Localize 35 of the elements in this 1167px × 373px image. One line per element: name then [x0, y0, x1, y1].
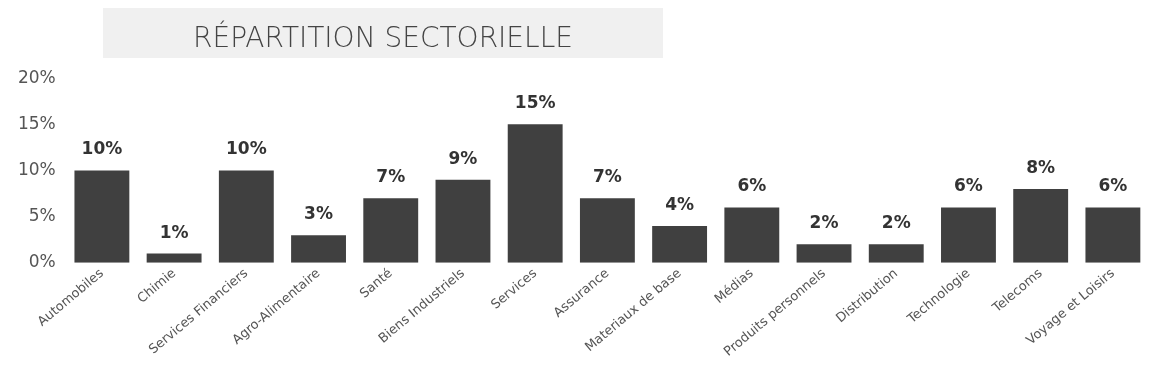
data-label: 10%: [225, 138, 267, 159]
bar: [1013, 188, 1069, 263]
y-tick-label: 10%: [17, 158, 56, 179]
chart-title: RÉPARTITION SECTORIELLE: [193, 21, 573, 56]
data-label: 6%: [1098, 175, 1128, 196]
y-tick-label: 15%: [17, 112, 56, 133]
data-label: 6%: [737, 175, 767, 196]
data-label: 10%: [81, 138, 123, 159]
data-label: 7%: [376, 166, 406, 187]
data-label: 7%: [592, 166, 622, 187]
data-label: 8%: [1026, 156, 1056, 177]
bar: [796, 244, 852, 263]
data-label: 2%: [881, 212, 911, 233]
data-label: 3%: [304, 203, 333, 224]
data-label: 15%: [514, 92, 556, 113]
data-label: 2%: [809, 212, 839, 233]
bar: [291, 235, 346, 263]
data-label: 6%: [954, 175, 983, 196]
y-tick-label: 5%: [28, 205, 56, 226]
bar: [74, 170, 130, 263]
bar: [868, 244, 924, 263]
bar: [1085, 207, 1141, 263]
data-label: 1%: [159, 221, 189, 242]
bar: [218, 170, 274, 263]
y-tick-label: 0%: [28, 251, 56, 272]
bar: [507, 124, 563, 263]
bar: [724, 207, 780, 263]
bar: [579, 198, 635, 263]
bar: [941, 207, 996, 263]
y-tick-label: 20%: [17, 66, 56, 87]
data-label: 4%: [665, 193, 695, 214]
bar: [652, 225, 708, 263]
bar: [435, 179, 491, 263]
data-label: 9%: [448, 147, 478, 168]
bar: [363, 198, 419, 263]
